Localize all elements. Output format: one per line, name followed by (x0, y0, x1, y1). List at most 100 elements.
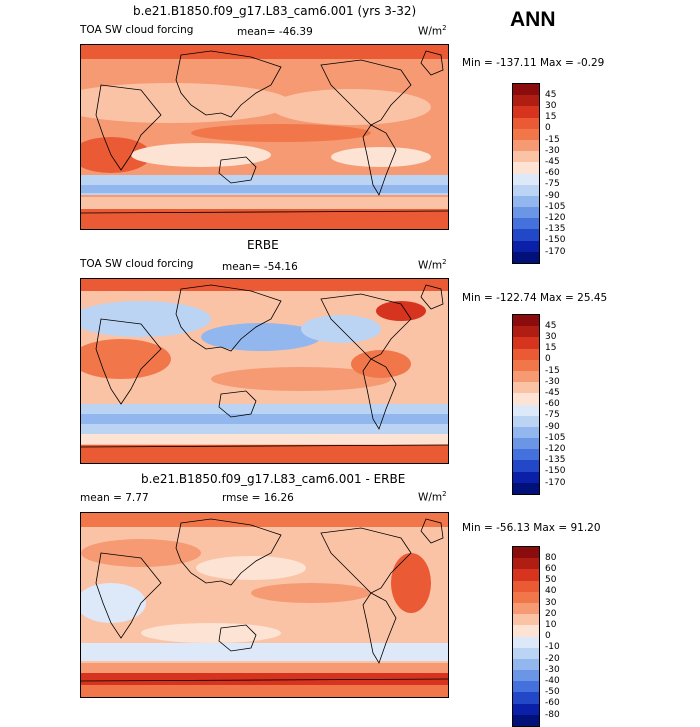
panel2-mean: mean= -54.16 (222, 261, 298, 273)
colorbar-swatch (513, 359, 539, 371)
panel3-minmax: Min = -56.13 Max = 91.20 (462, 522, 601, 534)
colorbar-swatch (513, 569, 539, 581)
colorbar-swatch (513, 218, 539, 230)
colorbar-swatch (513, 703, 539, 715)
season-label: ANN (510, 8, 556, 31)
colorbar-swatch (513, 580, 539, 592)
colorbar-swatch (513, 547, 539, 559)
colorbar-tick-label: -135 (545, 455, 566, 466)
colorbar-swatch (513, 128, 539, 140)
colorbar-tick-label: -75 (545, 410, 560, 421)
panel1-variable-label: TOA SW cloud forcing (80, 24, 194, 36)
colorbar-tick-label: -10 (545, 642, 560, 653)
panel2-minmax: Min = -122.74 Max = 25.45 (462, 292, 608, 304)
colorbar-tick-label: -80 (545, 709, 560, 720)
panel2-title: ERBE (247, 238, 279, 252)
colorbar-tick-label: 50 (545, 575, 557, 586)
panel1-minmax: Min = -137.11 Max = -0.29 (462, 57, 605, 69)
colorbar-swatch (513, 117, 539, 129)
colorbar-swatch (513, 207, 539, 219)
colorbar-tick-label: -30 (545, 145, 560, 156)
colorbar-swatch (513, 625, 539, 637)
colorbar-swatch (513, 106, 539, 118)
colorbar-tick-label: -45 (545, 387, 560, 398)
colorbar-swatch (513, 647, 539, 659)
panel3-map (80, 512, 449, 698)
colorbar-tick-label: -150 (545, 235, 566, 246)
colorbar-swatch (513, 426, 539, 439)
panel1-colorbar (512, 83, 540, 264)
panel3-rmse: rmse = 16.26 (222, 492, 294, 504)
colorbar-swatch (513, 602, 539, 615)
colorbar-swatch (513, 95, 539, 107)
panel3-colorbar (512, 546, 540, 727)
colorbar-tick-label: -60 (545, 399, 560, 410)
colorbar-tick-label: 15 (545, 343, 557, 354)
colorbar-tick-label: -150 (545, 466, 566, 477)
colorbar-tick-label: -40 (545, 675, 560, 686)
colorbar-tick-label: -60 (545, 168, 560, 179)
panel1-mean: mean= -46.39 (237, 26, 313, 38)
colorbar-tick-label: 30 (545, 331, 557, 342)
colorbar-swatch (513, 438, 539, 450)
colorbar-tick-label: -75 (545, 179, 560, 190)
colorbar-swatch (513, 84, 539, 96)
colorbar-tick-label: -120 (545, 212, 566, 223)
colorbar-swatch (513, 471, 539, 483)
colorbar-swatch (513, 558, 539, 570)
colorbar-swatch (513, 591, 539, 603)
colorbar-swatch (513, 162, 539, 174)
colorbar-swatch (513, 151, 539, 163)
colorbar-tick-label: 15 (545, 112, 557, 123)
colorbar-tick-label: -90 (545, 421, 560, 432)
colorbar-tick-label: 20 (545, 608, 557, 619)
colorbar-swatch (513, 460, 539, 472)
colorbar-swatch (513, 173, 539, 185)
colorbar-tick-label: -30 (545, 376, 560, 387)
colorbar-swatch (513, 382, 539, 394)
colorbar-swatch (513, 229, 539, 241)
panel2-map-svg (81, 279, 448, 463)
panel2-units: W/m2 (418, 258, 447, 272)
panel3-mean: mean = 7.77 (80, 492, 149, 504)
colorbar-swatch (513, 315, 539, 327)
colorbar-swatch (513, 393, 539, 405)
panel3-units: W/m2 (418, 490, 447, 504)
colorbar-tick-label: 0 (545, 123, 551, 134)
colorbar-tick-label: 80 (545, 552, 557, 563)
colorbar-swatch (513, 415, 539, 427)
colorbar-tick-label: -90 (545, 190, 560, 201)
colorbar-swatch (513, 681, 539, 693)
colorbar-tick-label: 30 (545, 100, 557, 111)
colorbar-swatch (513, 658, 539, 671)
colorbar-swatch (513, 195, 539, 208)
panel2-variable-label: TOA SW cloud forcing (80, 258, 194, 270)
colorbar-swatch (513, 184, 539, 196)
panel1-title: b.e21.B1850.f09_g17.L83_cam6.001 (yrs 3-… (133, 4, 417, 18)
colorbar-swatch (513, 636, 539, 648)
panel2-map (80, 278, 449, 464)
colorbar-swatch (513, 326, 539, 338)
colorbar-tick-label: -170 (545, 246, 566, 257)
colorbar-tick-label: 30 (545, 597, 557, 608)
colorbar-tick-label: 60 (545, 563, 557, 574)
colorbar-tick-label: -50 (545, 687, 560, 698)
colorbar-swatch (513, 139, 539, 152)
colorbar-swatch (513, 240, 539, 252)
colorbar-tick-label: -120 (545, 443, 566, 454)
colorbar-tick-label: -15 (545, 365, 560, 376)
colorbar-tick-label: -170 (545, 477, 566, 488)
colorbar-tick-label: 10 (545, 619, 557, 630)
colorbar-swatch (513, 251, 539, 263)
colorbar-swatch (513, 482, 539, 494)
colorbar-tick-label: 0 (545, 631, 551, 642)
colorbar-tick-label: -105 (545, 201, 566, 212)
colorbar-swatch (513, 449, 539, 461)
colorbar-swatch (513, 692, 539, 704)
colorbar-tick-label: 40 (545, 586, 557, 597)
colorbar-tick-label: -135 (545, 224, 566, 235)
panel3-map-svg (81, 513, 448, 697)
colorbar-tick-label: -20 (545, 653, 560, 664)
colorbar-tick-label: -45 (545, 156, 560, 167)
colorbar-tick-label: -15 (545, 134, 560, 145)
